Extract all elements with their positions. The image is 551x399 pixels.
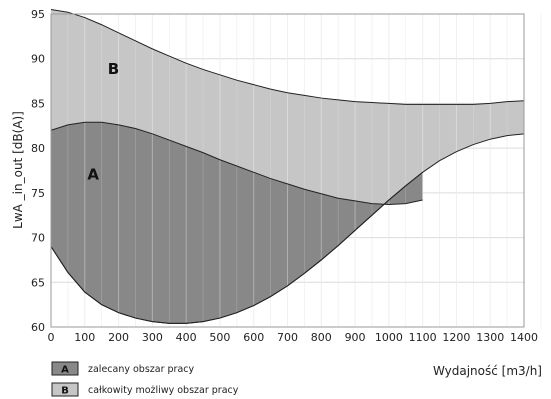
y-tick-label-5: 85 [31,97,45,110]
x-tick-label-2: 200 [108,331,129,344]
y-tick-label-2: 70 [31,232,45,245]
x-tick-label-11: 1100 [409,331,437,344]
y-tick-label-1: 65 [31,276,45,289]
y-tick-label-4: 80 [31,142,45,155]
x-tick-label-6: 600 [243,331,264,344]
legend-key-b: B [61,386,69,397]
x-axis-label: Wydajność [m3/h] [433,364,542,378]
region-boundaries [50,9,525,324]
legend-label-b: całkowity możliwy obszar pracy [88,385,239,396]
y-tick-labels: 60 65 70 75 80 85 90 95 [31,8,45,334]
x-tick-label-13: 1300 [476,331,504,344]
grid-overlay [50,14,542,327]
legend-swatch-a [51,361,79,376]
plot-frame [50,13,525,328]
x-tick-label-8: 800 [311,331,332,344]
x-tick-label-14: 1400 [510,331,538,344]
x-tick-label-1: 100 [74,331,95,344]
x-tick-label-4: 400 [176,331,197,344]
legend-swatch-b [51,382,79,397]
x-tick-label-12: 1200 [442,331,470,344]
x-tick-label-9: 900 [345,331,366,344]
x-tick-labels: 0 100 200 300 400 500 600 700 800 900 1000 1100 1200… [48,331,539,344]
x-tick-label-7: 700 [277,331,298,344]
regions [51,9,524,324]
legend-item-a: A zalecany obszar pracy [51,361,195,376]
boundary-b-upper [50,9,525,105]
x-tick-label-5: 500 [209,331,230,344]
y-tick-label-6: 90 [31,53,45,66]
boundary-a-upper [50,121,423,205]
region-annotations: AB [87,60,119,184]
legend-key-a: A [61,365,69,376]
x-tick-label-0: 0 [48,331,55,344]
y-tick-label-7: 95 [31,8,45,21]
y-tick-label-3: 75 [31,187,45,200]
legend-label-a: zalecany obszar pracy [88,364,195,375]
x-tick-label-3: 300 [142,331,163,344]
legend: A zalecany obszar pracy B całkowity możl… [51,361,239,397]
legend-item-b: B całkowity możliwy obszar pracy [51,382,239,397]
region-label-a: A [87,165,99,183]
y-tick-label-0: 60 [31,321,45,334]
y-axis-label: LwA _in_out [dB(A)] [11,111,25,229]
region-a [51,122,423,324]
region-label-b: B [108,60,119,78]
x-tick-label-10: 1000 [375,331,403,344]
boundary-a-lower [50,171,423,324]
